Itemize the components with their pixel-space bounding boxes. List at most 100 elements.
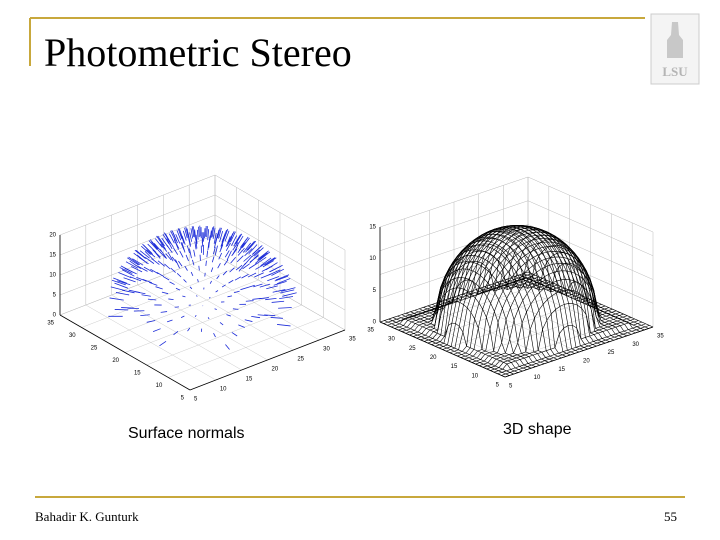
normal-needle [166, 238, 173, 249]
normal-needle [270, 264, 283, 272]
normal-needle [275, 274, 290, 281]
normal-needle [111, 279, 126, 286]
normal-needle [224, 230, 230, 242]
x-tick-label: 20 [583, 359, 590, 365]
normal-needle [273, 280, 287, 286]
normal-needle [189, 248, 192, 259]
normal-needle [147, 243, 157, 253]
normal-needle [207, 317, 210, 320]
logo-tower [667, 22, 683, 58]
normal-needle [159, 249, 167, 259]
page-number: 55 [664, 509, 677, 524]
z-tick-label: 20 [49, 233, 56, 239]
normal-needle [264, 314, 276, 317]
y-tick-label: 25 [91, 346, 98, 352]
normal-needle [175, 234, 181, 244]
normal-needle [169, 281, 175, 285]
normal-needle [195, 234, 198, 244]
y-tick-label: 20 [430, 355, 437, 361]
normal-needle [182, 230, 187, 241]
normal-needle [254, 254, 265, 264]
mesh-line [435, 225, 584, 347]
normal-needle [160, 243, 168, 252]
normal-needle [125, 261, 138, 269]
normal-needle [198, 265, 200, 271]
mesh-line [484, 228, 610, 342]
normal-needle [245, 300, 254, 302]
normal-needle [256, 256, 267, 265]
normal-needle [165, 253, 172, 261]
normal-needle [170, 267, 176, 273]
normal-needle [281, 287, 296, 292]
normal-needle [184, 227, 188, 239]
normal-needle [246, 240, 255, 251]
normal-needle [185, 226, 189, 238]
normal-needle [223, 259, 229, 266]
normal-needle [221, 284, 226, 288]
normal-needle [254, 272, 264, 278]
normal-needle [211, 256, 215, 263]
normal-needle [236, 255, 244, 263]
normal-needle [144, 257, 155, 264]
normal-needle [127, 257, 139, 266]
normal-needle [225, 236, 231, 248]
normal-needle [226, 314, 231, 317]
normal-needle [139, 250, 150, 259]
grid-line [163, 274, 294, 351]
y-tick-label: 15 [451, 364, 458, 370]
normal-needle [217, 262, 221, 269]
normal-needle [187, 327, 191, 332]
mesh-line [510, 262, 636, 334]
grid-line [214, 214, 346, 291]
normal-needle [190, 228, 194, 239]
normal-needle [156, 272, 164, 277]
normal-needle [231, 332, 238, 337]
normal-needle [172, 247, 179, 255]
normal-needle [160, 311, 168, 313]
normal-needle [123, 277, 136, 283]
normal-needle [132, 258, 144, 266]
normal-needle [225, 242, 231, 251]
normal-needle [135, 250, 147, 260]
normal-needle [209, 230, 212, 241]
normal-needle [143, 245, 153, 255]
normal-needle [223, 228, 229, 240]
y-tick-label: 35 [367, 328, 374, 334]
grid-line [379, 176, 529, 228]
normal-needle [257, 252, 268, 261]
mesh-line [527, 271, 654, 328]
axis-line [189, 329, 346, 391]
x-tick-label: 10 [534, 375, 541, 381]
normal-needle [277, 324, 291, 327]
normal-needle [267, 276, 280, 282]
grid-line [59, 194, 216, 256]
normal-needle [181, 242, 186, 253]
z-tick-label: 0 [53, 313, 57, 319]
normal-needle [241, 237, 250, 248]
normal-needle [248, 262, 258, 269]
grid-line [442, 299, 591, 350]
normal-needle [185, 254, 189, 262]
normal-needle [259, 283, 271, 288]
logo: LSU [650, 13, 700, 85]
y-tick-label: 20 [112, 358, 119, 364]
normal-needle [212, 227, 216, 239]
normal-needle [194, 314, 197, 318]
normal-needle [120, 265, 134, 273]
y-tick-label: 10 [156, 383, 163, 389]
normal-needle [186, 245, 190, 254]
normal-needle [278, 307, 292, 309]
normal-needle [242, 263, 250, 270]
mesh-line [401, 243, 551, 332]
normal-needle [167, 251, 174, 262]
normal-needle [194, 241, 197, 250]
normal-needle [226, 250, 232, 261]
y-tick-label: 5 [496, 383, 500, 389]
mesh-line [514, 276, 641, 332]
normal-needle [206, 226, 208, 238]
normal-needle [157, 235, 165, 247]
normal-needle [263, 257, 276, 265]
grid-line [527, 248, 654, 304]
normal-needle [168, 298, 174, 300]
